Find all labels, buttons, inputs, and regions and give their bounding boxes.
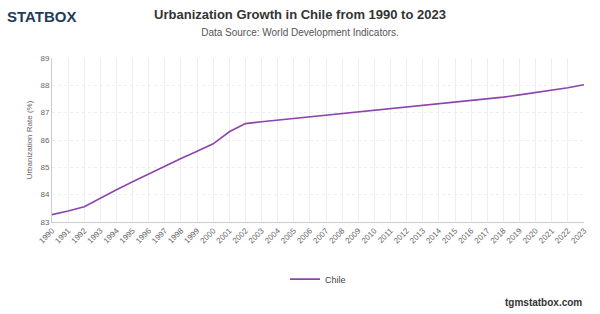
svg-text:Urbanization Growth in Chile f: Urbanization Growth in Chile from 1990 t… [154,7,446,38]
svg-text:2002: 2002 [231,226,250,245]
svg-text:2010: 2010 [360,226,379,245]
svg-text:tgmstatbox.com: tgmstatbox.com [505,297,582,308]
svg-text:1993: 1993 [86,226,105,245]
svg-text:85: 85 [40,163,49,172]
svg-text:2016: 2016 [456,226,475,245]
svg-text:86: 86 [40,136,49,145]
svg-text:88: 88 [40,81,49,90]
svg-text:2023: 2023 [569,226,588,245]
svg-text:Urbanization Rate (%): Urbanization Rate (%) [25,100,34,179]
svg-text:2018: 2018 [489,226,508,245]
svg-text:2020: 2020 [521,226,540,245]
svg-text:1998: 1998 [166,226,185,245]
svg-text:2011: 2011 [376,226,395,245]
svg-text:2014: 2014 [424,226,443,245]
svg-text:1996: 1996 [134,226,153,245]
svg-text:1990: 1990 [37,226,56,245]
svg-text:2019: 2019 [505,226,524,245]
svg-text:2008: 2008 [327,226,346,245]
svg-text:2021: 2021 [537,226,556,245]
svg-text:89: 89 [40,54,49,63]
svg-text:2015: 2015 [440,226,459,245]
svg-text:87: 87 [40,108,49,117]
svg-text:1997: 1997 [150,226,169,245]
svg-text:2012: 2012 [392,226,411,245]
svg-text:1991: 1991 [53,226,72,245]
svg-text:1992: 1992 [70,226,89,245]
svg-text:2001: 2001 [215,226,234,245]
svg-text:83: 83 [40,218,49,227]
svg-text:1995: 1995 [118,226,137,245]
svg-text:STATBOX: STATBOX [7,8,76,25]
svg-text:2009: 2009 [344,226,363,245]
svg-text:1999: 1999 [182,226,201,245]
svg-text:1994: 1994 [102,226,121,245]
svg-text:2005: 2005 [279,226,298,245]
svg-text:2007: 2007 [311,226,330,245]
svg-text:2013: 2013 [408,226,427,245]
svg-text:2000: 2000 [199,226,218,245]
svg-text:2006: 2006 [295,226,314,245]
svg-text:2022: 2022 [553,226,572,245]
svg-text:2003: 2003 [247,226,266,245]
svg-text:Chile: Chile [325,275,346,285]
svg-text:2004: 2004 [263,226,282,245]
svg-text:84: 84 [40,190,49,199]
svg-text:2017: 2017 [473,226,492,245]
